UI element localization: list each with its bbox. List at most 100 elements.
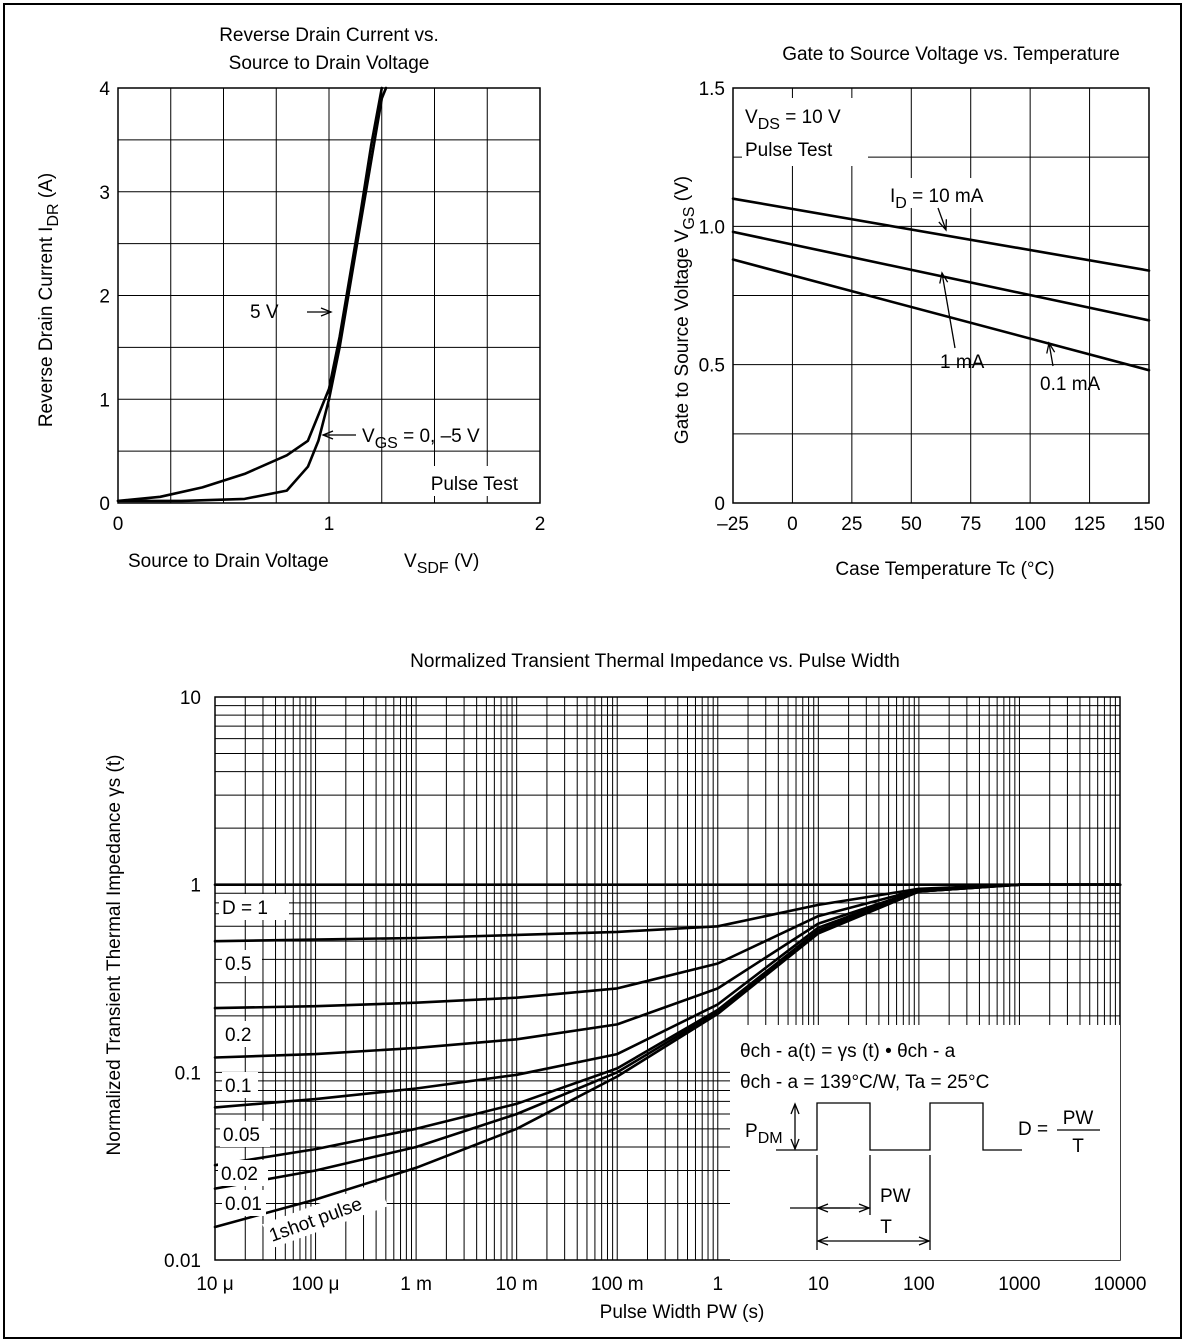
label-part: Reverse Drain Current: [36, 232, 57, 427]
c1-y-label-group: Reverse Drain Current IDR (A): [36, 173, 62, 427]
c1-y-tick: 3: [99, 183, 110, 204]
c1-series-curve-0: [116, 86, 384, 503]
c3-series-label-0: D = 1: [222, 898, 268, 919]
c3-pdm-label: PDM: [745, 1121, 783, 1147]
c1-frame: [117, 87, 541, 504]
c2-y-label-group: Gate to Source Voltage VGS (V): [672, 176, 698, 444]
c1-x-symbol: VSDF (V): [404, 551, 479, 577]
c2-condition-vds: VDS = 10 V: [745, 107, 841, 133]
label-part: (V): [449, 551, 480, 572]
c3-label-1shot-group: 1shot pulse: [262, 1181, 388, 1249]
c3-x-tick: 10000: [1094, 1274, 1147, 1295]
c3-y-tick: 0.1: [175, 1063, 201, 1084]
c1-arrow-vgs-head: [321, 430, 334, 440]
c3-x-tick: 10 m: [496, 1274, 538, 1295]
c3-y-tick: 1: [190, 876, 201, 897]
label-part: DS: [758, 116, 780, 133]
label-part: Gate to Source Voltage: [672, 242, 693, 444]
c2-y-label: Gate to Source Voltage VGS (V): [672, 176, 698, 444]
c1-y-tick: 1: [99, 390, 110, 411]
label-part: V: [672, 229, 693, 242]
c3-series-label-bg: [262, 1181, 388, 1249]
label-part: SDF: [417, 560, 449, 577]
label-part: V: [404, 551, 417, 572]
c2-title: Gate to Source Voltage vs. Temperature: [782, 44, 1120, 65]
c1-x-label: Source to Drain Voltage: [128, 551, 329, 572]
c2-arrow-01ma-head: [1046, 341, 1056, 354]
c3-x-tick: 1: [712, 1274, 723, 1295]
label-part: (A): [36, 173, 57, 204]
c2-y-tick: 0: [714, 494, 725, 515]
label-part: (V): [672, 176, 693, 207]
c3-series-label-1: 0.5: [225, 954, 251, 975]
label-part: V: [362, 426, 375, 447]
label-part: = 10 mA: [907, 186, 984, 207]
c3-series-label-5: 0.02: [221, 1164, 258, 1185]
c3-series-label-bg: [222, 950, 262, 976]
label-part: = 10 V: [780, 107, 841, 128]
c2-arrow-1ma: [941, 272, 956, 349]
c1-annotation-bg: [398, 466, 524, 496]
c3-x-tick: 10: [808, 1274, 829, 1295]
c3-x-tick: 1000: [998, 1274, 1040, 1295]
c3-d-denominator: T: [1072, 1136, 1084, 1157]
c1-annotation: Pulse Test: [431, 474, 519, 495]
c2-x-tick: –25: [717, 514, 749, 535]
c3-x-label: Pulse Width PW (s): [600, 1302, 765, 1323]
c1-x-tick: 0: [113, 514, 124, 535]
c3-series-label-bg: [219, 894, 289, 920]
c2-x-tick: 0: [787, 514, 798, 535]
c3-y-label: Normalized Transient Thermal Impedance γ…: [104, 755, 125, 1156]
c2-x-tick: 150: [1133, 514, 1165, 535]
c2-arrow-1ma-head: [939, 271, 949, 284]
c3-pdm-arrow-up-head: [790, 1102, 800, 1115]
c3-series-label-6: 0.01: [225, 1194, 262, 1215]
c3-pw-arrow-right-head: [858, 1203, 871, 1213]
c2-series-label-1ma: 1 mA: [940, 352, 985, 373]
c3-series-label-2: 0.2: [225, 1025, 251, 1046]
c1-y-tick: 2: [99, 287, 110, 308]
c1-series-curve-1: [116, 86, 388, 503]
c2-arrow-10ma: [937, 207, 947, 231]
c3-series-label-bg: [220, 1121, 270, 1147]
c3-d-label: D =: [1018, 1119, 1048, 1140]
c3-pdm-arrow-down-head: [790, 1138, 800, 1151]
c3-series-curve-7: [213, 883, 1122, 1229]
c1-title-line2: Source to Drain Voltage: [229, 53, 430, 74]
c1-series-label-5v: 5 V: [250, 302, 279, 323]
c3-x-tick: 10 μ: [196, 1274, 233, 1295]
c3-series-label-bg: [222, 1021, 262, 1047]
c1-series-label-vgs: VGS = 0, –5 V: [362, 426, 480, 452]
c2-arrow-10ma-head: [938, 219, 947, 232]
c1-x-tick: 2: [535, 514, 546, 535]
label-part: P: [745, 1121, 758, 1142]
c2-series-label-01ma: 0.1 mA: [1040, 374, 1101, 395]
c2-x-tick: 25: [841, 514, 862, 535]
c2-series-line-0: [731, 197, 1151, 272]
c2-x-tick: 50: [901, 514, 922, 535]
c1-y-tick: 0: [99, 494, 110, 515]
page-border: [3, 3, 1182, 1339]
c2-series-label-10ma: ID = 10 mA: [890, 186, 984, 212]
c3-t-arrow-left-head: [816, 1236, 829, 1246]
label-part: = 0, –5 V: [398, 426, 480, 447]
c2-y-tick: 1.5: [699, 79, 725, 100]
c3-frame: [214, 696, 1121, 1261]
label-part: V: [745, 107, 758, 128]
c3-series-label-3: 0.1: [225, 1076, 251, 1097]
c3-formula-line2: θch - a = 139°C/W, Ta = 25°C: [740, 1072, 989, 1093]
c3-y-label-group: Normalized Transient Thermal Impedance γ…: [104, 755, 125, 1156]
label-part: I: [36, 227, 57, 232]
c3-x-tick: 100: [903, 1274, 935, 1295]
c1-title-line1: Reverse Drain Current vs.: [219, 25, 439, 46]
c2-arrow-01ma: [1048, 342, 1054, 367]
c3-series-label-bg: [222, 1190, 266, 1216]
c3-x-tick: 1 m: [400, 1274, 432, 1295]
c3-t-label: T: [880, 1217, 892, 1238]
label-part: DR: [45, 203, 62, 226]
c3-y-tick: 0.01: [164, 1251, 201, 1272]
c3-x-tick: 100 m: [591, 1274, 644, 1295]
c3-series-label-bg: [222, 1072, 258, 1098]
c2-series-line-2: [731, 258, 1151, 372]
